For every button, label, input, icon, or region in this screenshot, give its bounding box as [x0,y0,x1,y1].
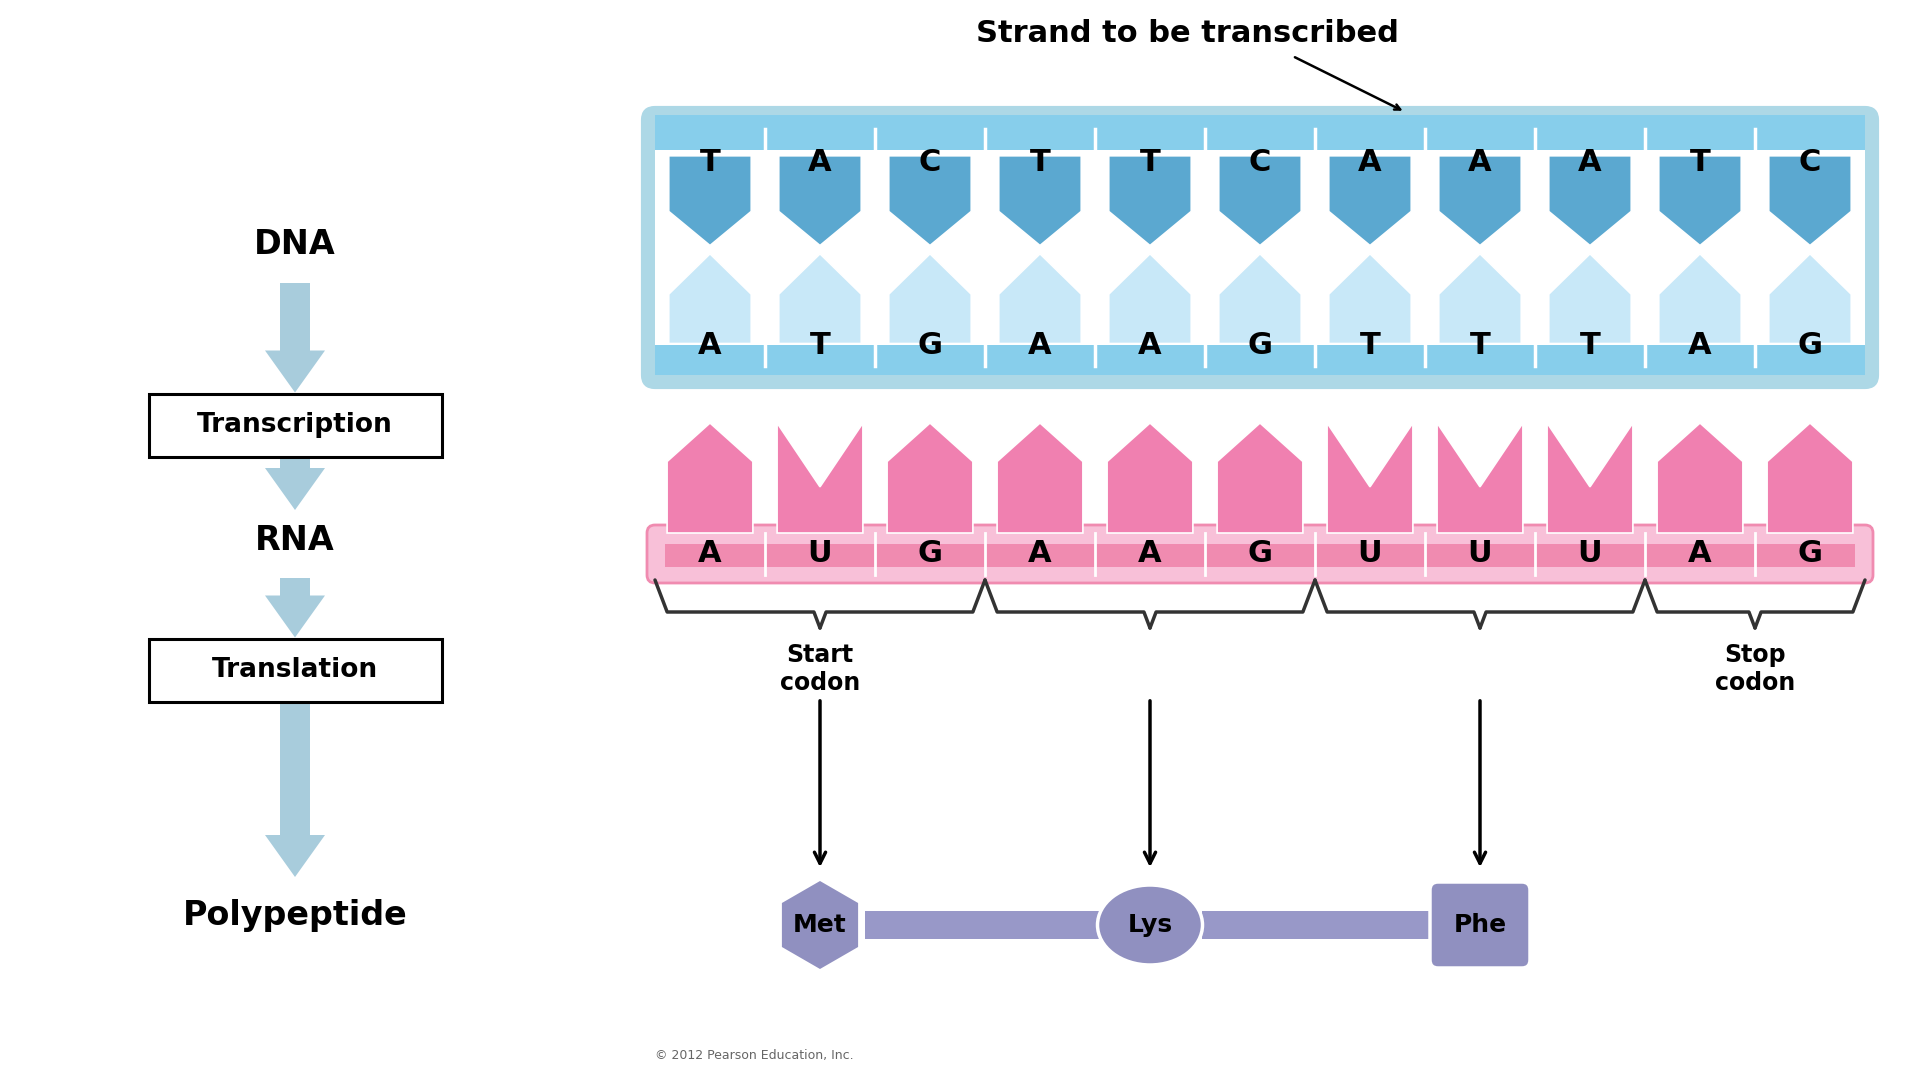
Text: T: T [1690,148,1711,176]
Polygon shape [1549,254,1632,343]
Bar [655,150,1864,345]
Text: T: T [1359,332,1380,360]
Text: A: A [1469,148,1492,176]
Polygon shape [1219,156,1302,245]
Polygon shape [1659,156,1741,245]
FancyBboxPatch shape [148,393,442,457]
Polygon shape [1327,423,1413,534]
Polygon shape [780,254,862,343]
Text: Transcription: Transcription [198,411,394,438]
Polygon shape [1329,254,1411,343]
Text: A: A [1029,332,1052,360]
Text: Polypeptide: Polypeptide [182,899,407,931]
Text: A: A [699,539,722,568]
Text: T: T [810,332,829,360]
Text: T: T [1469,332,1490,360]
Polygon shape [998,156,1081,245]
Text: T: T [1140,148,1160,176]
Text: C: C [1248,148,1271,176]
Text: Phe: Phe [1453,913,1507,937]
FancyBboxPatch shape [148,638,442,702]
Text: U: U [1578,539,1603,568]
Text: U: U [808,539,831,568]
Text: Stop
codon: Stop codon [1715,643,1795,694]
Polygon shape [265,578,324,637]
Text: G: G [1797,332,1822,360]
Polygon shape [1657,423,1743,534]
Polygon shape [1217,423,1304,534]
Polygon shape [1768,156,1851,245]
Polygon shape [1438,254,1521,343]
Text: RNA: RNA [255,524,334,556]
Polygon shape [1548,423,1632,534]
FancyBboxPatch shape [655,114,1864,150]
Polygon shape [1438,156,1521,245]
FancyBboxPatch shape [643,108,1878,387]
FancyBboxPatch shape [1430,882,1530,968]
Text: A: A [1139,539,1162,568]
Bar [1202,912,1432,939]
Text: A: A [808,148,831,176]
Bar [866,912,1106,939]
Text: G: G [1248,539,1273,568]
Text: G: G [1248,332,1273,360]
Text: A: A [1578,148,1601,176]
Text: DNA: DNA [253,229,336,261]
Text: Strand to be transcribed: Strand to be transcribed [975,19,1400,48]
Text: A: A [1688,539,1713,568]
Text: © 2012 Pearson Education, Inc.: © 2012 Pearson Education, Inc. [655,1049,854,1062]
Polygon shape [1329,156,1411,245]
Polygon shape [1766,423,1853,534]
Text: G: G [918,332,943,360]
Polygon shape [1768,254,1851,343]
Text: A: A [699,332,722,360]
Polygon shape [1436,423,1523,534]
Polygon shape [265,702,324,877]
Text: T: T [1580,332,1601,360]
Text: G: G [1797,539,1822,568]
Polygon shape [780,156,862,245]
Polygon shape [1659,254,1741,343]
Polygon shape [778,423,862,534]
Text: G: G [918,539,943,568]
FancyBboxPatch shape [655,345,1864,375]
Polygon shape [1219,254,1302,343]
Polygon shape [1108,423,1192,534]
Text: Lys: Lys [1127,913,1173,937]
Polygon shape [265,283,324,392]
Polygon shape [998,254,1081,343]
Text: A: A [1029,539,1052,568]
Bar [664,544,1855,567]
Text: A: A [1357,148,1382,176]
Text: C: C [920,148,941,176]
Polygon shape [1108,156,1190,245]
Text: T: T [1029,148,1050,176]
Polygon shape [666,423,753,534]
Text: U: U [1357,539,1382,568]
Text: Translation: Translation [211,657,378,683]
Polygon shape [889,156,972,245]
Text: A: A [1139,332,1162,360]
Polygon shape [1549,156,1632,245]
Polygon shape [668,156,751,245]
Polygon shape [889,254,972,343]
Polygon shape [996,423,1083,534]
Polygon shape [887,423,973,534]
Text: T: T [699,148,720,176]
Ellipse shape [1098,885,1202,966]
Polygon shape [668,254,751,343]
Text: A: A [1688,332,1713,360]
Polygon shape [780,879,860,971]
Text: Met: Met [793,913,847,937]
Polygon shape [1108,254,1190,343]
Text: Start
codon: Start codon [780,643,860,694]
Text: U: U [1467,539,1492,568]
Polygon shape [265,458,324,510]
FancyBboxPatch shape [647,525,1874,583]
Text: C: C [1799,148,1822,176]
